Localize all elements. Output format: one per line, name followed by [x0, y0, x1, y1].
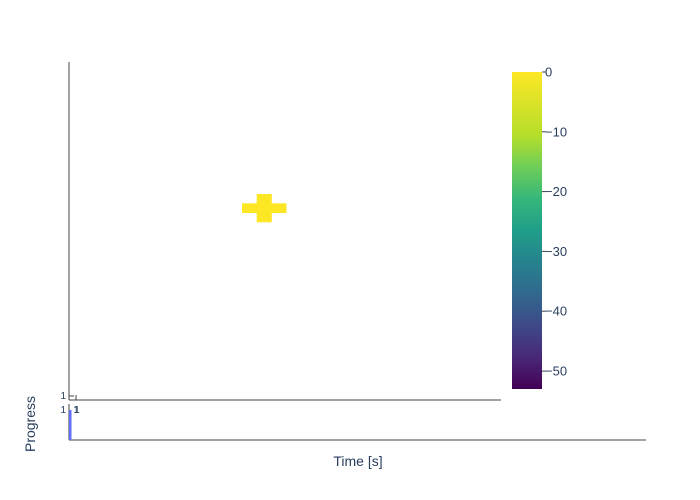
- progress-y-tick-label: 1: [60, 405, 66, 416]
- colorbar-tick-label: 0: [545, 65, 552, 80]
- heatmap-x-tick-label: 1: [73, 405, 79, 416]
- colorbar: [512, 72, 542, 389]
- progress-bar: [69, 410, 72, 440]
- heatmap-cell: [271, 203, 287, 213]
- progress-y-axis-title: Progress: [22, 396, 38, 452]
- progress-x-axis-title: Time [s]: [333, 453, 382, 469]
- colorbar-tick-label: −20: [545, 184, 567, 199]
- colorbar-tick-label: −30: [545, 244, 567, 259]
- heatmap-cell: [256, 212, 272, 223]
- colorbar-tick-label: −10: [545, 124, 567, 139]
- heatmap-y-tick-label: 1: [60, 391, 66, 402]
- heatmap-cell: [242, 203, 258, 213]
- heatmap-cell: [256, 194, 272, 204]
- colorbar-tick-label: −40: [545, 304, 567, 319]
- progress-bars: [69, 410, 72, 440]
- colorbar-tick-label: −50: [545, 364, 567, 379]
- heatmap-cell: [256, 203, 272, 213]
- colorbar-ticks: 0 −10 −20 −30 −40 −50: [542, 65, 567, 379]
- heatmap-cells: [242, 194, 287, 223]
- progress-x-tick-label: 1: [74, 405, 80, 416]
